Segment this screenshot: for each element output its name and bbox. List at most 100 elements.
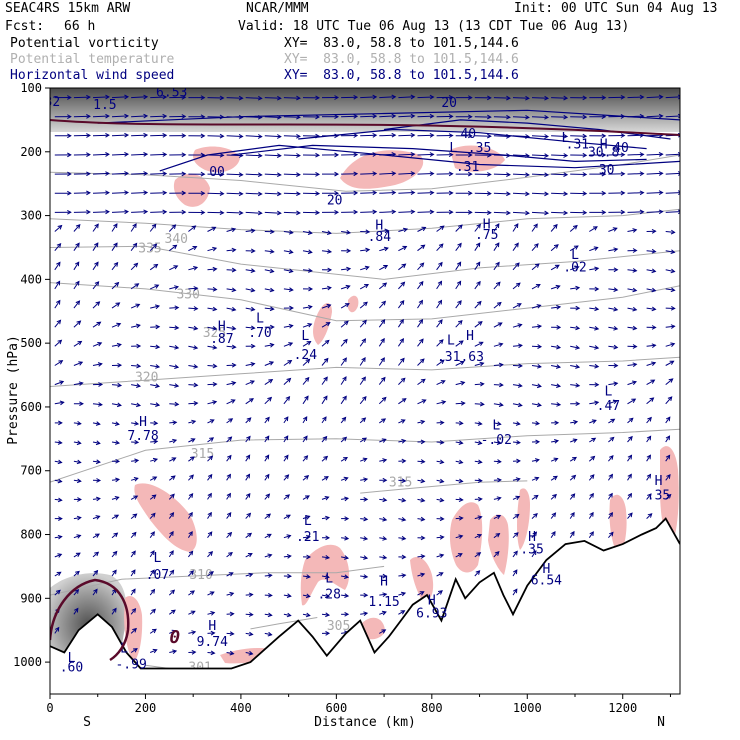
wind-vector-shaft (474, 383, 484, 386)
wind-vector (245, 417, 252, 424)
wind-vector-shaft (531, 192, 549, 195)
wind-vector (169, 133, 187, 138)
wind-vector (207, 95, 225, 101)
wind-vector (646, 248, 657, 254)
wind-vector-shaft (531, 513, 538, 519)
wind-vector (226, 210, 244, 216)
wind-vector (455, 114, 473, 120)
wind-vector-head (193, 266, 199, 271)
wind-vector-shaft (512, 97, 529, 99)
wind-speed-contour-line (231, 144, 647, 163)
wind-vector-head (639, 94, 645, 100)
extremum-value: 7.78 (127, 429, 158, 444)
wind-vector-shaft (340, 285, 350, 290)
wind-vector-head (219, 95, 225, 101)
wind-vector-head (608, 511, 613, 517)
wind-vector-head (276, 114, 282, 120)
wind-vector-head (323, 476, 329, 481)
wind-vector-shaft (551, 97, 568, 99)
wind-vector (531, 420, 541, 426)
wind-vector-head (323, 395, 328, 401)
wind-vector-head (477, 534, 483, 539)
wind-vector-head (399, 318, 404, 324)
wind-vector (436, 359, 445, 366)
wind-vector (340, 338, 348, 347)
wind-vector-shaft (92, 403, 102, 406)
wind-vector-head (327, 285, 332, 291)
wind-vector-head (248, 612, 254, 617)
wind-vector-shaft (149, 284, 159, 290)
wind-vector (436, 439, 445, 445)
wind-vector-head (219, 133, 225, 139)
extremum-value: .84 (368, 230, 392, 245)
wind-vector-shaft (417, 300, 423, 309)
wind-vector-head (457, 242, 462, 248)
wind-vector-head (467, 152, 473, 158)
wind-vector-shaft (54, 401, 64, 405)
wind-vector-head (419, 591, 425, 596)
wind-vector-shaft (150, 649, 157, 653)
wind-vector-head (324, 574, 330, 579)
wind-vector-shaft (531, 459, 540, 462)
wind-vector-head (516, 303, 522, 308)
wind-vector (436, 339, 444, 347)
y-tick-label: 200 (20, 145, 42, 159)
wind-vector (551, 114, 569, 120)
wind-vector-head (212, 266, 218, 272)
wind-vector-head (296, 210, 301, 216)
wind-vector (455, 360, 465, 366)
wind-vector-head (250, 306, 256, 312)
wind-vector-head (188, 531, 193, 536)
wind-vector (245, 210, 263, 216)
wind-vector (264, 379, 274, 386)
wind-vector (264, 191, 282, 197)
wind-vector-head (344, 303, 350, 308)
wind-vector-shaft (550, 244, 559, 252)
wind-vector-head (250, 343, 256, 349)
wind-vector (359, 437, 367, 443)
wind-vector (92, 152, 110, 157)
wind-vector (283, 305, 294, 311)
wind-vector (360, 152, 378, 157)
wind-vector-head (677, 94, 680, 100)
wind-vector-shaft (398, 419, 406, 424)
wind-vector-shaft (627, 269, 637, 272)
wind-vector-head (284, 474, 290, 480)
wind-vector-head (283, 416, 289, 422)
wind-vector (150, 402, 161, 407)
wind-vector-head (74, 261, 80, 267)
wind-vector (531, 114, 550, 120)
wind-vector (149, 608, 156, 615)
wind-vector-head (363, 574, 369, 579)
wind-vector-head (419, 262, 425, 268)
wind-vector (512, 262, 520, 271)
wind-vector-head (382, 497, 388, 503)
wind-vector (474, 280, 481, 290)
wind-vector (188, 474, 194, 481)
wind-vector-head (670, 268, 676, 274)
wind-vector-head (632, 268, 638, 273)
wind-vector-head (421, 226, 427, 232)
wind-vector-head (249, 380, 255, 385)
wind-vector-head (227, 531, 233, 537)
wind-vector-shaft (379, 537, 387, 540)
wind-vector (169, 420, 178, 425)
wind-vector-shaft (226, 307, 236, 311)
wind-vector (73, 401, 84, 407)
wind-vector-shaft (455, 361, 465, 366)
wind-vector-shaft (570, 365, 580, 368)
wind-vector-shaft (531, 422, 540, 425)
wind-vector-head (296, 191, 301, 197)
wind-vector-shaft (264, 250, 274, 253)
wind-vector (665, 378, 674, 385)
theta-contour-line (50, 282, 680, 322)
wind-vector-shaft (569, 456, 577, 462)
wind-vector-shaft (283, 342, 293, 347)
wind-vector-head (458, 515, 464, 521)
wind-vector-shaft (551, 154, 568, 157)
wind-vector (436, 152, 454, 158)
wind-vector-shaft (379, 247, 389, 252)
wind-vector-head (420, 378, 426, 384)
extremum-marker: H (483, 217, 491, 232)
wind-vector (398, 554, 407, 560)
